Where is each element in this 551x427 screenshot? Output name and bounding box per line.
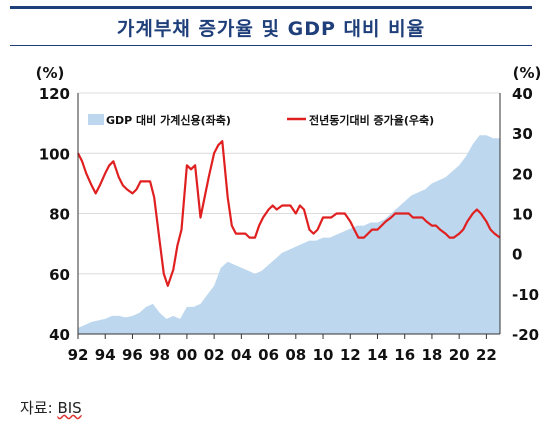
- source-note: 자료: BIS: [20, 397, 82, 418]
- y-right-tick-label: 20: [512, 165, 533, 183]
- x-tick-label: 96: [122, 346, 143, 364]
- y-right-unit: (%): [513, 64, 542, 82]
- legend-swatch-area: [88, 114, 104, 125]
- series-line-growth-rate: [77, 140, 501, 287]
- x-tick-label: 00: [176, 346, 197, 364]
- y-left-tick-label: 40: [49, 326, 70, 344]
- source-label: 자료:: [20, 399, 53, 417]
- y-left-tick-label: 120: [39, 85, 70, 103]
- x-tick-label: 92: [68, 346, 89, 364]
- x-tick-label: 10: [313, 346, 334, 364]
- x-tick-label: 94: [95, 346, 116, 364]
- y-right-tick-label: 10: [512, 206, 533, 224]
- chart-svg: 40 60 80 100 120 -20 -10 0 10 20 30 40 92 94 96 98 00 02 0…: [36, 64, 542, 364]
- legend-label-line: 전년동기대비 증가율(우축): [309, 113, 434, 127]
- x-tick-label: 08: [285, 346, 306, 364]
- y-right-tick-label: 0: [512, 246, 522, 264]
- x-tick-label: 06: [258, 346, 279, 364]
- legend-label-area: GDP 대비 가계신용(좌축): [106, 113, 231, 127]
- source-value: BIS: [57, 399, 82, 417]
- x-tick-label: 14: [367, 346, 388, 364]
- y-left-tick-label: 60: [49, 266, 70, 284]
- y-right-tick-label: 30: [512, 125, 533, 143]
- page-title: 가계부채 증가율 및 GDP 대비 비율: [116, 18, 426, 40]
- x-tick-label: 98: [149, 346, 170, 364]
- y-left-tick-label: 100: [39, 145, 70, 163]
- x-tick-label: 22: [476, 346, 497, 364]
- x-tick-label: 12: [340, 346, 361, 364]
- y-right-tick-label: -10: [512, 286, 539, 304]
- title-underline: [10, 45, 532, 46]
- series-area-household-credit: [78, 135, 500, 334]
- y-right-tick-label: -20: [512, 326, 539, 344]
- x-tick-label: 02: [204, 346, 225, 364]
- x-tick-label: 04: [231, 346, 252, 364]
- title-bar: 가계부채 증가율 및 GDP 대비 비율: [10, 6, 532, 47]
- x-tick-label: 16: [394, 346, 415, 364]
- y-left-tick-label: 80: [49, 206, 70, 224]
- x-tick-label: 18: [421, 346, 442, 364]
- y-right-tick-label: 40: [512, 85, 533, 103]
- y-left-unit: (%): [36, 64, 65, 82]
- x-tick-label: 20: [449, 346, 470, 364]
